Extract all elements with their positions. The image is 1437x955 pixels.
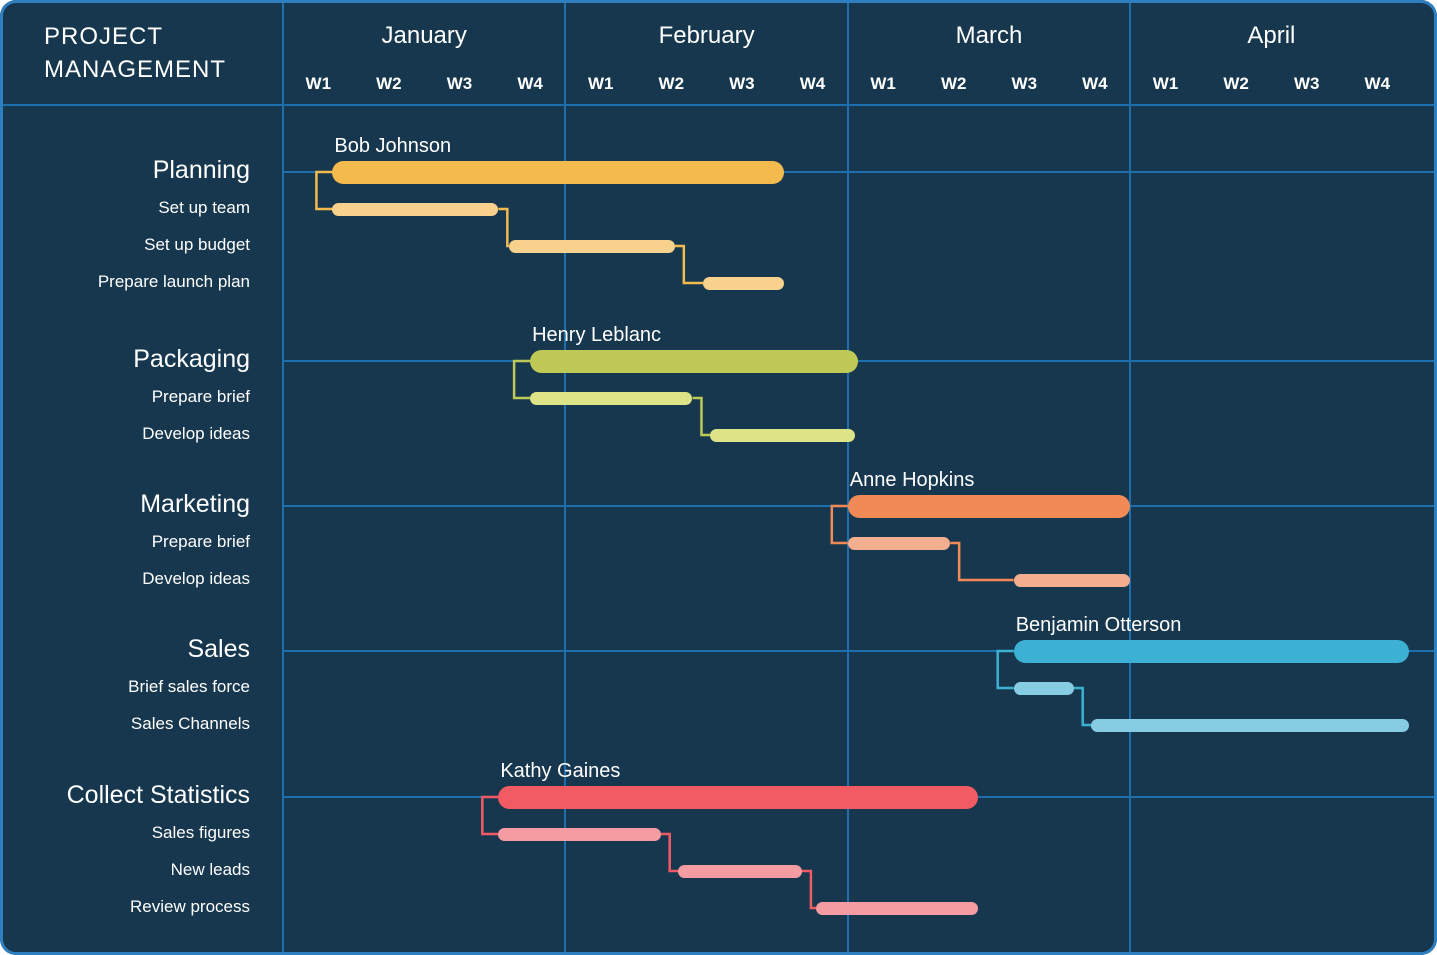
week-label-month3-w3: W3	[1011, 74, 1038, 93]
month-header-february: February	[658, 22, 755, 49]
task-bar-planning-set-up-budget[interactable]	[508, 239, 675, 253]
task-label-collect-statistics-sales-figures: Sales figures	[151, 823, 250, 842]
chart-title: PROJECT MANAGEMENT	[44, 23, 227, 83]
week-label-month2-w2: W2	[658, 74, 685, 93]
assignee-label-benjamin-otterson: Benjamin Otterson	[1015, 614, 1182, 636]
grid-line-vertical	[564, 0, 567, 955]
week-label-month1-w4: W4	[517, 74, 543, 93]
category-line-sales	[283, 650, 1434, 652]
connector-collect-statistics-2	[660, 832, 679, 873]
week-label-month2-w4: W4	[799, 74, 826, 93]
task-label-planning-prepare-launch-plan: Prepare launch plan	[97, 272, 250, 291]
connector-marketing-2	[950, 541, 1014, 582]
connector-marketing-1	[830, 504, 848, 545]
task-bar-sales-brief-sales-force[interactable]	[1013, 681, 1074, 695]
category-line-planning	[283, 171, 1434, 173]
week-label-month4-w1: W1	[1152, 74, 1179, 93]
main-bar-collect-statistics[interactable]	[498, 785, 979, 809]
connector-collect-statistics-1	[481, 795, 499, 836]
task-bar-packaging-develop-ideas[interactable]	[710, 428, 855, 442]
category-line-packaging	[283, 360, 1434, 362]
week-label-month1-w3: W3	[446, 74, 473, 93]
task-bar-planning-set-up-team[interactable]	[332, 202, 499, 216]
week-label-month1-w2: W2	[376, 74, 402, 93]
assignee-label-anne-hopkins: Anne Hopkins	[849, 469, 975, 491]
task-label-collect-statistics-new-leads: New leads	[170, 860, 250, 879]
grid-line-vertical	[282, 0, 284, 955]
assignee-label-henry-leblanc: Henry Leblanc	[532, 324, 662, 346]
task-bar-sales-sales-channels[interactable]	[1091, 718, 1410, 732]
main-bar-packaging[interactable]	[530, 349, 859, 373]
week-label-month1-w1: W1	[305, 74, 332, 93]
grid-line-vertical	[1129, 0, 1132, 955]
grid-line-vertical	[846, 0, 849, 955]
connector-packaging-2	[692, 396, 711, 437]
task-label-collect-statistics-review-process: Review process	[130, 897, 250, 916]
section-label-collect-statistics: Collect Statistics	[66, 781, 250, 809]
connector-planning-2	[498, 207, 509, 248]
connector-collect-statistics-3	[801, 869, 817, 910]
week-label-month4-w2: W2	[1223, 74, 1249, 93]
main-bar-planning[interactable]	[332, 160, 785, 184]
week-label-month3-w1: W1	[870, 74, 896, 93]
task-label-sales-brief-sales-force: Brief sales force	[128, 677, 250, 696]
connector-sales-1	[996, 649, 1014, 690]
task-label-planning-set-up-team: Set up team	[158, 198, 250, 217]
task-label-packaging-develop-ideas: Develop ideas	[142, 424, 250, 443]
main-bar-marketing[interactable]	[847, 494, 1131, 518]
week-label-month4-w4: W4	[1364, 74, 1391, 93]
task-bar-marketing-develop-ideas[interactable]	[1013, 573, 1131, 587]
week-label-month3-w2: W2	[940, 74, 967, 93]
header-separator-line	[0, 104, 1437, 106]
section-label-sales: Sales	[187, 635, 250, 663]
task-label-planning-set-up-budget: Set up budget	[144, 235, 250, 254]
month-header-march: March	[955, 22, 1023, 49]
task-label-packaging-prepare-brief: Prepare brief	[151, 387, 250, 406]
assignee-label-bob-johnson: Bob Johnson	[334, 135, 452, 157]
month-header-april: April	[1247, 22, 1296, 49]
task-label-marketing-prepare-brief: Prepare brief	[151, 532, 250, 551]
task-label-marketing-develop-ideas: Develop ideas	[142, 569, 250, 588]
week-label-month2-w1: W1	[587, 74, 614, 93]
section-label-packaging: Packaging	[133, 345, 250, 373]
connector-planning-3	[674, 244, 704, 285]
week-label-month4-w3: W3	[1293, 74, 1320, 93]
section-label-planning: Planning	[152, 156, 250, 184]
task-bar-marketing-prepare-brief[interactable]	[847, 536, 951, 550]
task-bar-collect-statistics-review-process[interactable]	[816, 901, 979, 915]
week-label-month3-w4: W4	[1082, 74, 1108, 93]
connector-planning-1	[315, 170, 333, 211]
task-bar-collect-statistics-new-leads[interactable]	[678, 864, 802, 878]
task-bar-packaging-prepare-brief[interactable]	[530, 391, 693, 405]
connector-packaging-1	[512, 359, 531, 400]
assignee-label-kathy-gaines: Kathy Gaines	[500, 760, 621, 782]
task-bar-collect-statistics-sales-figures[interactable]	[498, 827, 661, 841]
month-header-january: January	[381, 22, 467, 49]
week-label-month2-w3: W3	[729, 74, 755, 93]
section-label-marketing: Marketing	[140, 490, 250, 518]
connector-sales-2	[1073, 686, 1092, 727]
task-label-sales-sales-channels: Sales Channels	[130, 714, 250, 733]
main-bar-sales[interactable]	[1013, 639, 1410, 663]
task-bar-planning-prepare-launch-plan[interactable]	[703, 276, 785, 290]
